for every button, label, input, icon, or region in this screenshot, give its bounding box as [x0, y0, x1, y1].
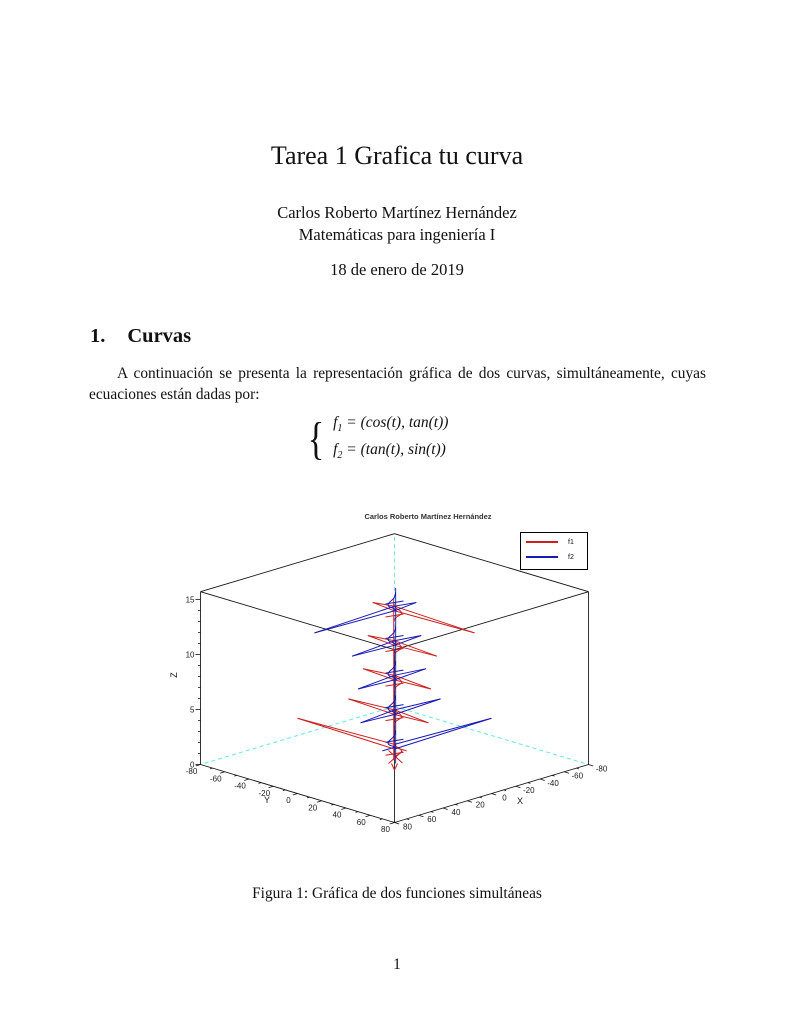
- equation-block: { f1 = (cos(t), tan(t)) f2 = (tan(t), si…: [305, 412, 449, 466]
- svg-text:Y: Y: [264, 795, 270, 805]
- section-title: Curvas: [127, 325, 192, 347]
- svg-text:20: 20: [308, 803, 317, 812]
- equation-brace: {: [307, 413, 325, 465]
- svg-text:10: 10: [186, 650, 195, 659]
- svg-text:-40: -40: [234, 782, 246, 791]
- legend-line-f2: [526, 556, 558, 558]
- svg-text:-20: -20: [258, 789, 270, 798]
- svg-text:40: 40: [452, 808, 461, 817]
- figure-caption: Figura 1: Gráfica de dos funciones simul…: [252, 885, 542, 902]
- svg-text:-80: -80: [596, 764, 608, 773]
- axis-name-labels: Y X Z: [169, 672, 523, 806]
- plot-title: Carlos Roberto Martínez Hernández: [364, 512, 492, 521]
- svg-text:0: 0: [502, 793, 507, 802]
- svg-text:60: 60: [427, 815, 436, 824]
- body-paragraph: A continuación se presenta la representa…: [89, 365, 706, 403]
- svg-text:-20: -20: [523, 786, 535, 795]
- axis-ticks: [195, 599, 594, 825]
- legend-line-f1: [526, 541, 558, 543]
- document-author: Carlos Roberto Martínez Hernández: [277, 203, 517, 222]
- section-heading: 1. Curvas: [90, 325, 191, 348]
- svg-text:80: 80: [381, 825, 390, 834]
- svg-text:80: 80: [403, 822, 412, 831]
- svg-text:-60: -60: [571, 772, 583, 781]
- legend-entry-f1: f1: [521, 536, 587, 548]
- svg-text:0: 0: [190, 760, 195, 769]
- svg-text:-80: -80: [186, 767, 198, 776]
- plot-legend: f1 f2: [520, 532, 588, 570]
- section-number: 1.: [90, 325, 106, 347]
- equation-f2: f2 = (tan(t), sin(t)): [333, 441, 446, 462]
- svg-text:5: 5: [190, 705, 195, 714]
- document-title: Tarea 1 Grafica tu curva: [270, 141, 524, 170]
- legend-entry-f2: f2: [521, 551, 587, 563]
- svg-text:20: 20: [476, 801, 485, 810]
- curve-f1: [297, 598, 475, 771]
- svg-text:60: 60: [357, 818, 366, 827]
- svg-text:-60: -60: [210, 774, 222, 783]
- equation-f1: f1 = (cos(t), tan(t)): [333, 414, 449, 435]
- equation-lines: f1 = (cos(t), tan(t)) f2 = (tan(t), sin(…: [333, 412, 448, 466]
- page-number: 1: [393, 956, 401, 973]
- svg-text:0: 0: [286, 796, 291, 805]
- document-course: Matemáticas para ingeniería I: [298, 225, 496, 244]
- svg-text:40: 40: [333, 811, 342, 820]
- axis-tick-labels: 0 5 10 15 -80 -60 -40 -20 0 20 40 60 80 80 60 40 20 0 -20 -…: [186, 595, 608, 834]
- legend-label-f1: f1: [568, 538, 574, 546]
- svg-text:X: X: [517, 796, 523, 806]
- curve-f2: [314, 588, 492, 764]
- svg-text:15: 15: [186, 595, 195, 604]
- svg-text:Z: Z: [169, 672, 179, 678]
- svg-text:-40: -40: [547, 779, 559, 788]
- legend-label-f2: f2: [568, 553, 574, 561]
- document-date: 18 de enero de 2019: [330, 260, 464, 279]
